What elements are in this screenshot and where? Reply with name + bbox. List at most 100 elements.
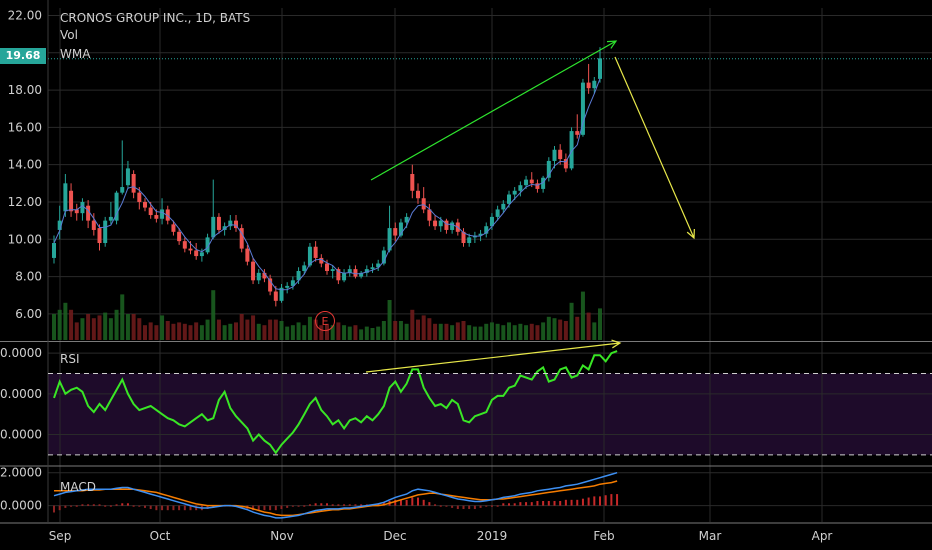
macd-pane-title[interactable]: MACD (60, 480, 96, 494)
candle-4 (74, 203, 79, 221)
volume-bar-23 (182, 323, 187, 340)
wma-series (53, 78, 601, 291)
volume-bar-55 (364, 326, 369, 340)
candle-body-39 (273, 291, 278, 301)
macd-hist-bar-83 (525, 502, 528, 506)
candle-body-4 (74, 209, 79, 214)
candle-body-7 (91, 220, 96, 230)
macd-hist-bar-13 (126, 503, 129, 506)
candle-body-49 (330, 269, 335, 271)
volume-bar-7 (91, 318, 96, 340)
volume-bar-72 (461, 321, 466, 340)
volume-bar-75 (478, 326, 483, 340)
volume-bar-66 (427, 318, 432, 340)
candle-body-25 (194, 250, 199, 257)
last-price-tag: 19.68 (0, 48, 46, 64)
candle-body-13 (125, 168, 130, 186)
volume-bar-32 (234, 322, 238, 340)
candle-body-10 (108, 216, 113, 221)
volume-bar-68 (438, 323, 443, 340)
candle-20 (165, 205, 170, 225)
volume-bar-90 (563, 321, 568, 340)
wma-indicator-label[interactable]: WMA (60, 47, 91, 61)
volume-bar-77 (489, 322, 494, 340)
candle-91 (569, 127, 574, 171)
x-tick-label-2019: 2019 (477, 529, 508, 543)
rsi-pane-title[interactable]: RSI (60, 352, 80, 366)
candle-body-93 (580, 82, 585, 135)
volume-bar-11 (114, 309, 119, 340)
candle-0 (52, 235, 56, 264)
candle-body-16 (143, 201, 147, 208)
volume-bar-93 (580, 291, 585, 340)
macd-hist-bar-52 (348, 504, 351, 506)
volume-bar-39 (273, 319, 278, 340)
volume-bar-63 (410, 309, 415, 340)
candle-85 (535, 179, 540, 193)
candle-body-92 (575, 131, 580, 135)
macd-hist-bar-0 (53, 505, 55, 513)
candle-body-89 (558, 149, 563, 160)
volume-bar-56 (370, 328, 375, 340)
candle-19 (160, 198, 165, 225)
macd-hist-bar-10 (109, 505, 112, 507)
candle-21 (171, 220, 176, 236)
y-tick-label-price-16.00: 16.00 (8, 120, 42, 134)
macd-hist-bar-67 (434, 504, 437, 506)
x-tick-label-Sep: Sep (49, 529, 72, 543)
candle-73 (467, 233, 472, 247)
candle-body-64 (416, 190, 420, 199)
y-tick-label-macd-2.0000: 2.0000 (0, 466, 42, 480)
candle-67 (433, 215, 438, 230)
candle-70 (450, 220, 455, 234)
earnings-marker[interactable]: E (315, 311, 335, 331)
trend-drawings[interactable] (365, 40, 695, 373)
candle-66 (427, 203, 432, 227)
candle-86 (541, 175, 546, 193)
candle-44 (302, 261, 307, 275)
volume-bar-61 (398, 321, 403, 340)
candle-body-85 (535, 183, 540, 189)
candle-53 (353, 265, 358, 279)
vol-indicator-label[interactable]: Vol (60, 28, 78, 42)
macd-hist-bar-85 (536, 500, 539, 506)
candle-36 (256, 269, 261, 285)
y-tick-label-rsi-40.0000: 40.0000 (0, 428, 42, 442)
volume-bar-44 (302, 325, 307, 340)
volume-bar-51 (342, 325, 347, 340)
candle-57 (376, 259, 381, 271)
macd-hist-bar-87 (547, 500, 550, 506)
candle-body-0 (52, 243, 56, 258)
candle-body-72 (461, 231, 466, 244)
y-tick-label-macd-0.0000: 0.0000 (0, 499, 42, 513)
candle-body-83 (524, 179, 529, 186)
volume-bar-42 (290, 325, 295, 340)
candle-body-79 (501, 203, 506, 210)
axis-ticks: 22.0020.0018.0016.0014.0012.0010.008.006… (0, 8, 832, 543)
volume-bar-53 (353, 325, 358, 340)
candle-body-2 (63, 183, 68, 212)
volume-bar-57 (376, 326, 381, 340)
volume-bar-81 (512, 325, 517, 340)
volume-bar-33 (239, 314, 244, 340)
candle-body-82 (518, 185, 523, 191)
candle-10 (108, 201, 113, 225)
candle-body-80 (507, 194, 511, 204)
macd-series (53, 471, 619, 519)
volume-bar-58 (381, 321, 386, 340)
macd-hist-bar-49 (331, 504, 334, 506)
candle-body-32 (234, 220, 238, 229)
candle-body-8 (97, 228, 102, 244)
candle-92 (575, 114, 580, 139)
macd-hist-bar-82 (519, 502, 522, 506)
candle-body-33 (239, 228, 244, 249)
macd-hist-bar-99 (616, 494, 619, 506)
volume-bar-83 (524, 325, 529, 340)
candle-body-75 (478, 233, 483, 236)
macd-hist-bar-68 (439, 505, 442, 507)
candle-65 (421, 187, 426, 214)
macd-hist-bar-98 (610, 494, 613, 506)
price-trend-up-arrow (370, 40, 617, 181)
candle-body-21 (171, 224, 176, 232)
